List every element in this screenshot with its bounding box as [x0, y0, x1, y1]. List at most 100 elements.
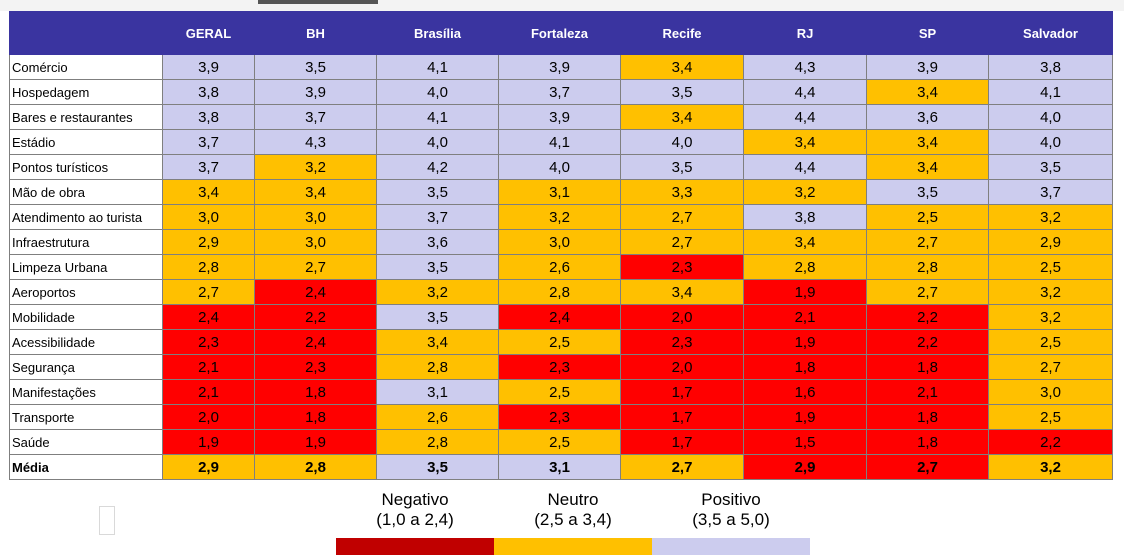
table-cell: 1,5 — [743, 429, 867, 455]
legend-range: (3,5 a 5,0) — [692, 510, 770, 529]
table-cell: 4,1 — [376, 54, 499, 80]
table-cell: 3,7 — [162, 154, 255, 180]
table-cell: 3,8 — [743, 204, 867, 230]
table-row: Segurança 2,1 2,3 2,8 2,3 2,0 1,8 1,8 2,7 — [9, 354, 1113, 380]
row-label: Transporte — [9, 404, 163, 430]
table-cell: 2,4 — [254, 329, 377, 355]
table-cell: 2,1 — [866, 379, 989, 405]
table-row: Mão de obra 3,4 3,4 3,5 3,1 3,3 3,2 3,5 3,7 — [9, 179, 1113, 205]
table-cell: 3,2 — [498, 204, 621, 230]
table-cell: 3,5 — [620, 154, 744, 180]
table-cell: 4,0 — [376, 129, 499, 155]
table-cell: 3,6 — [376, 229, 499, 255]
table-cell: 1,8 — [743, 354, 867, 380]
row-label: Bares e restaurantes — [9, 104, 163, 130]
table-cell: 3,2 — [743, 179, 867, 205]
table-cell: 2,9 — [162, 229, 255, 255]
table-cell: 4,1 — [376, 104, 499, 130]
table-row-media: Média 2,9 2,8 3,5 3,1 2,7 2,9 2,7 3,2 — [9, 454, 1113, 480]
col-header: RJ — [743, 11, 867, 55]
top-strip — [0, 0, 1124, 11]
table-cell: 3,2 — [988, 279, 1113, 305]
row-label: Limpeza Urbana — [9, 254, 163, 280]
col-header: Fortaleza — [498, 11, 621, 55]
table-cell: 2,0 — [162, 404, 255, 430]
row-label: Infraestrutura — [9, 229, 163, 255]
row-label: Acessibilidade — [9, 329, 163, 355]
table-cell: 2,1 — [162, 354, 255, 380]
ratings-table: GERAL BH Brasília Fortaleza Recife RJ SP… — [9, 11, 1113, 480]
legend: Negativo (1,0 a 2,4) Neutro (2,5 a 3,4) … — [336, 490, 812, 555]
col-header: BH — [254, 11, 377, 55]
table-cell: 3,8 — [162, 79, 255, 105]
table-cell: 2,7 — [866, 454, 989, 480]
table-cell: 2,5 — [988, 329, 1113, 355]
row-label: Saúde — [9, 429, 163, 455]
table-cell: 2,8 — [162, 254, 255, 280]
row-label: Média — [9, 454, 163, 480]
row-label: Aeroportos — [9, 279, 163, 305]
table-cell: 1,9 — [162, 429, 255, 455]
row-label: Comércio — [9, 54, 163, 80]
table-cell: 2,2 — [866, 304, 989, 330]
table-cell: 3,5 — [376, 179, 499, 205]
table-cell: 2,7 — [620, 204, 744, 230]
table-cell: 4,4 — [743, 79, 867, 105]
table-cell: 3,7 — [376, 204, 499, 230]
table-row: Transporte 2,0 1,8 2,6 2,3 1,7 1,9 1,8 2,5 — [9, 404, 1113, 430]
table-cell: 2,7 — [254, 254, 377, 280]
col-header: Recife — [620, 11, 744, 55]
table-cell: 2,3 — [620, 254, 744, 280]
table-cell: 3,8 — [162, 104, 255, 130]
table-cell: 3,9 — [254, 79, 377, 105]
row-label: Hospedagem — [9, 79, 163, 105]
table-cell: 2,7 — [866, 279, 989, 305]
table-cell: 2,8 — [376, 429, 499, 455]
row-label: Atendimento ao turista — [9, 204, 163, 230]
empty-box — [99, 506, 115, 535]
table-row: Infraestrutura 2,9 3,0 3,6 3,0 2,7 3,4 2,7 2,9 — [9, 229, 1113, 255]
table-cell: 3,7 — [498, 79, 621, 105]
table-cell: 3,4 — [376, 329, 499, 355]
table-cell: 3,1 — [498, 179, 621, 205]
legend-name: Positivo — [701, 490, 761, 509]
table-cell: 1,9 — [743, 279, 867, 305]
table-cell: 1,8 — [866, 404, 989, 430]
table-cell: 3,5 — [254, 54, 377, 80]
table-cell: 2,5 — [988, 404, 1113, 430]
table-row: Bares e restaurantes 3,8 3,7 4,1 3,9 3,4 4,4 3,… — [9, 104, 1113, 130]
table-cell: 2,5 — [866, 204, 989, 230]
header-corner — [9, 11, 163, 55]
table-cell: 2,0 — [620, 354, 744, 380]
table-cell: 2,8 — [254, 454, 377, 480]
table-cell: 3,4 — [743, 129, 867, 155]
table-cell: 2,9 — [988, 229, 1113, 255]
table-cell: 3,0 — [498, 229, 621, 255]
table-row: Pontos turísticos 3,7 3,2 4,2 4,0 3,5 4,4 3,4 3,… — [9, 154, 1113, 180]
table-cell: 1,9 — [254, 429, 377, 455]
table-cell: 2,5 — [498, 429, 621, 455]
table-cell: 2,2 — [866, 329, 989, 355]
table-cell: 3,2 — [988, 304, 1113, 330]
table-cell: 2,6 — [498, 254, 621, 280]
legend-name: Negativo — [381, 490, 449, 509]
table-cell: 4,3 — [743, 54, 867, 80]
table-cell: 2,9 — [743, 454, 867, 480]
table-cell: 3,4 — [866, 154, 989, 180]
table-cell: 2,8 — [866, 254, 989, 280]
table-cell: 3,4 — [866, 129, 989, 155]
legend-item-negative: Negativo (1,0 a 2,4) — [336, 490, 494, 530]
table-cell: 3,4 — [620, 54, 744, 80]
legend-name: Neutro — [547, 490, 599, 509]
table-cell: 3,0 — [254, 204, 377, 230]
table-cell: 4,0 — [376, 79, 499, 105]
table-cell: 1,7 — [620, 379, 744, 405]
table-cell: 2,7 — [620, 229, 744, 255]
table-cell: 2,3 — [620, 329, 744, 355]
table-cell: 3,9 — [498, 54, 621, 80]
table-cell: 4,0 — [620, 129, 744, 155]
table-cell: 2,7 — [162, 279, 255, 305]
table-cell: 2,4 — [254, 279, 377, 305]
table-row: Acessibilidade 2,3 2,4 3,4 2,5 2,3 1,9 2,2 2,5 — [9, 329, 1113, 355]
row-label: Pontos turísticos — [9, 154, 163, 180]
